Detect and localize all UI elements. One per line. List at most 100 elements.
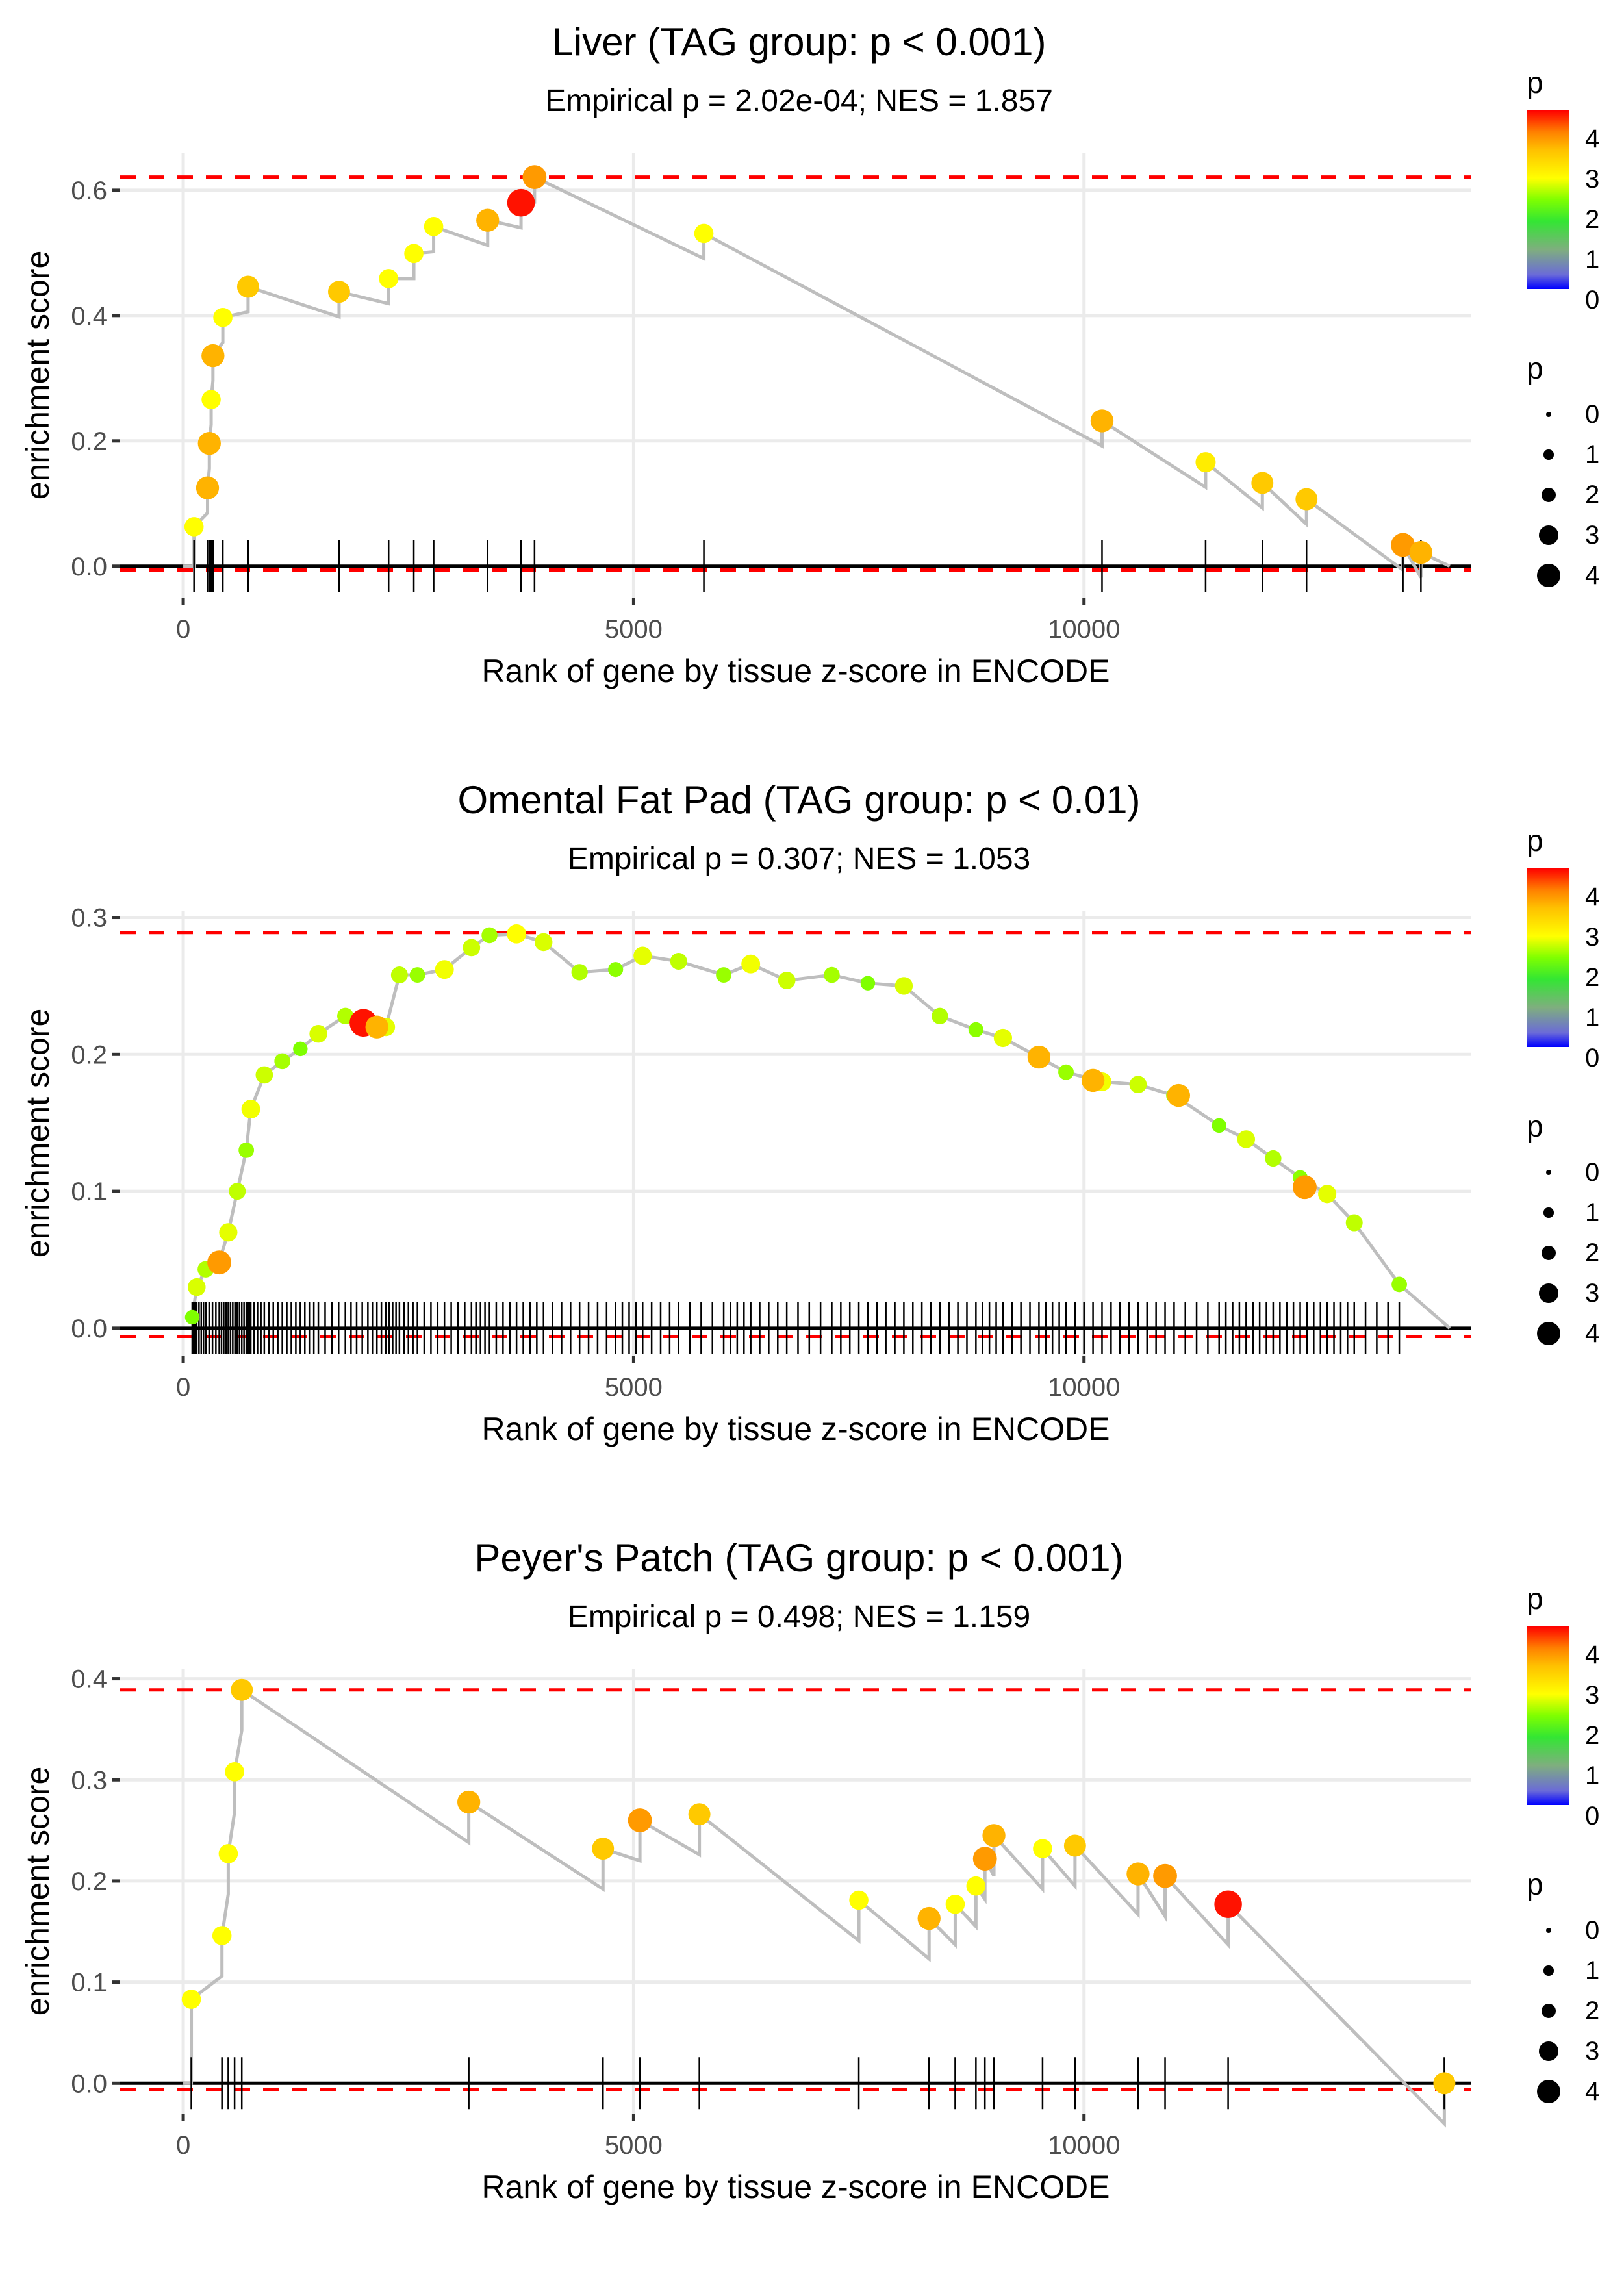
hit-point	[229, 1183, 246, 1200]
size-legend-label: 2	[1585, 481, 1600, 509]
panel-omental-fat-pad: Omental Fat Pad (TAG group: p < 0.01) Em…	[0, 758, 1624, 1516]
y-tick-label: 0.2	[71, 427, 107, 456]
hit-point	[241, 1100, 260, 1119]
size-legend-dot	[1536, 1321, 1561, 1346]
hit-point	[365, 1015, 388, 1039]
hit-point	[181, 1990, 201, 2009]
hit-point	[196, 476, 220, 499]
hit-point	[238, 1142, 255, 1158]
hit-point	[1214, 1890, 1242, 1919]
size-legend-dot	[1541, 487, 1556, 503]
chart-subtitle: Empirical p = 2.02e-04; NES = 1.857	[545, 84, 1053, 118]
size-legend-label: 3	[1585, 521, 1600, 550]
hit-point	[1318, 1185, 1337, 1204]
hit-point	[201, 344, 225, 368]
colorbar	[1527, 868, 1569, 1047]
hit-point	[571, 964, 588, 981]
colorbar-tick-label: 1	[1585, 1004, 1600, 1032]
size-legend-dot	[1539, 2041, 1558, 2061]
hit-point	[435, 960, 454, 979]
hit-point	[968, 1022, 983, 1037]
hit-point	[535, 933, 553, 952]
hit-point	[231, 1678, 253, 1701]
hit-point	[824, 966, 840, 983]
hit-point	[463, 939, 481, 957]
hit-point	[328, 281, 350, 303]
size-legend-label: 4	[1585, 561, 1600, 590]
hit-point	[945, 1894, 965, 1914]
hit-point	[1265, 1150, 1282, 1167]
y-tick-label: 0.3	[71, 1766, 107, 1795]
hit-point	[390, 966, 408, 984]
color-legend-title: p	[1527, 824, 1543, 857]
size-legend-label: 1	[1585, 440, 1600, 469]
x-tick-label: 5000	[605, 1373, 663, 1402]
hit-point	[293, 1041, 308, 1057]
colorbar	[1527, 1626, 1569, 1805]
hit-point	[1237, 1130, 1256, 1148]
y-axis-label: enrichment score	[19, 1767, 56, 2016]
hit-point	[932, 1007, 948, 1024]
size-legend-dot	[1536, 2079, 1561, 2104]
hit-point	[741, 954, 761, 974]
colorbar-tick-label: 0	[1585, 1044, 1600, 1072]
hit-point	[894, 977, 913, 995]
hit-point	[219, 1223, 238, 1242]
hit-point	[1195, 452, 1216, 473]
hit-point	[1345, 1214, 1363, 1232]
y-tick-label: 0.4	[71, 302, 107, 331]
hit-point	[522, 165, 547, 190]
plot-liver: 0.0 0.2 0.4 0.6 0 5000 10000 Rank of gene by ti…	[19, 153, 1471, 689]
size-legend-label: 0	[1585, 1916, 1600, 1945]
color-legend-title: p	[1527, 66, 1543, 99]
hit-point	[404, 244, 424, 264]
hit-point	[1391, 533, 1415, 557]
y-axis-label: enrichment score	[19, 1009, 56, 1258]
size-legend-label: 3	[1585, 1279, 1600, 1308]
x-tick-label: 10000	[1048, 1373, 1120, 1402]
y-tick-label: 0.3	[71, 904, 107, 933]
hit-point	[476, 208, 500, 232]
size-legend-label: 0	[1585, 400, 1600, 429]
size-legend-label: 2	[1585, 1997, 1600, 2025]
colorbar-tick-label: 4	[1585, 883, 1600, 911]
size-legend-label: 1	[1585, 1198, 1600, 1227]
hit-point	[778, 972, 796, 989]
y-tick-label: 0.0	[71, 553, 107, 581]
size-legend-label: 1	[1585, 1956, 1600, 1985]
x-axis-label: Rank of gene by tissue z-score in ENCODE	[481, 653, 1110, 689]
colorbar-tick-label: 4	[1585, 1641, 1600, 1669]
x-tick-label: 0	[176, 615, 190, 644]
hit-point	[481, 927, 498, 944]
hit-point	[982, 1824, 1006, 1847]
colorbar-tick-label: 0	[1585, 1802, 1600, 1830]
running-enrichment-line	[190, 932, 1451, 1330]
color-legend-title: p	[1527, 1582, 1543, 1615]
hit-point	[1251, 472, 1274, 494]
size-legend-dot	[1546, 1170, 1551, 1175]
hit-point	[633, 946, 652, 965]
running-enrichment-line	[183, 174, 1451, 579]
colorbar	[1527, 110, 1569, 289]
size-legend-label: 2	[1585, 1239, 1600, 1267]
colorbar-tick-label: 2	[1585, 963, 1600, 992]
hit-point	[1063, 1834, 1086, 1857]
hit-point	[1153, 1863, 1177, 1888]
size-legend-dot	[1536, 563, 1561, 588]
size-legend-dot	[1539, 525, 1558, 545]
hit-point	[188, 1278, 206, 1296]
x-axis-label: Rank of gene by tissue z-score in ENCODE	[481, 2169, 1110, 2205]
chart-subtitle: Empirical p = 0.307; NES = 1.053	[567, 842, 1031, 876]
size-legend-dot	[1541, 2003, 1556, 2019]
hit-point	[409, 967, 425, 983]
hit-point	[184, 517, 204, 537]
size-legend-dot	[1543, 449, 1554, 460]
x-tick-label: 5000	[605, 2131, 663, 2160]
y-tick-label: 0.4	[71, 1665, 107, 1694]
hit-point	[197, 431, 221, 455]
y-tick-label: 0.1	[71, 1969, 107, 1997]
running-enrichment-line	[183, 1686, 1446, 2128]
chart-title: Peyer's Patch (TAG group: p < 0.001)	[474, 1536, 1124, 1580]
hit-point	[1433, 2072, 1456, 2095]
hit-point	[1081, 1068, 1105, 1093]
